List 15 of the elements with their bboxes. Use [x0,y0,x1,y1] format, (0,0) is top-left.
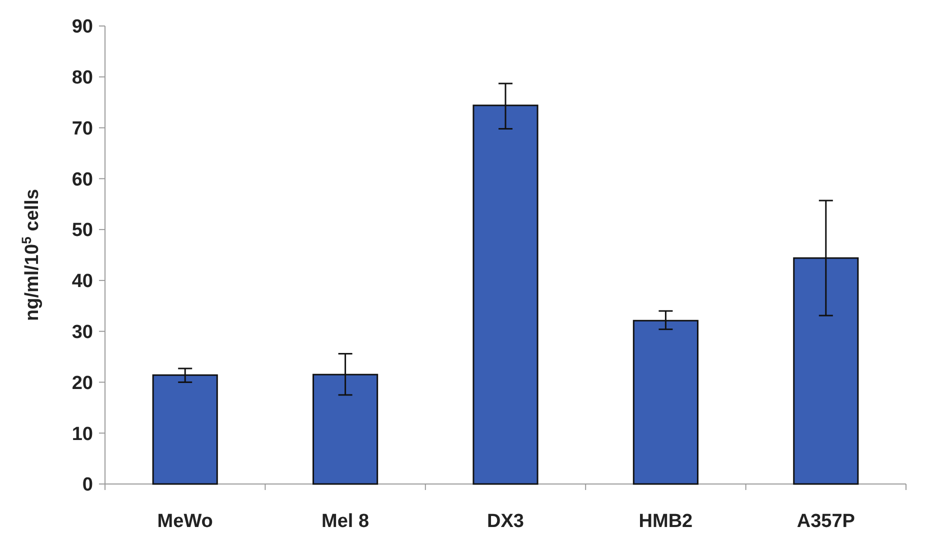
x-tick-label: HMB2 [638,511,693,532]
y-tick-label: 10 [72,424,93,445]
y-tick-label: 20 [72,372,93,394]
x-tick-label: Mel 8 [322,511,370,532]
y-tick-label: 80 [72,68,93,89]
y-tick-label: 0 [82,474,93,496]
y-tick-label: 60 [72,169,93,190]
y-tick-label: 50 [72,220,93,242]
x-tick-label: DX3 [487,511,524,532]
y-tick-label: 40 [72,271,93,292]
y-tick-label: 90 [72,16,93,38]
x-tick-label: A357P [796,511,856,532]
x-tick-label: MeWo [157,511,213,532]
y-tick-label: 30 [72,322,93,343]
y-tick-label: 70 [72,118,93,140]
